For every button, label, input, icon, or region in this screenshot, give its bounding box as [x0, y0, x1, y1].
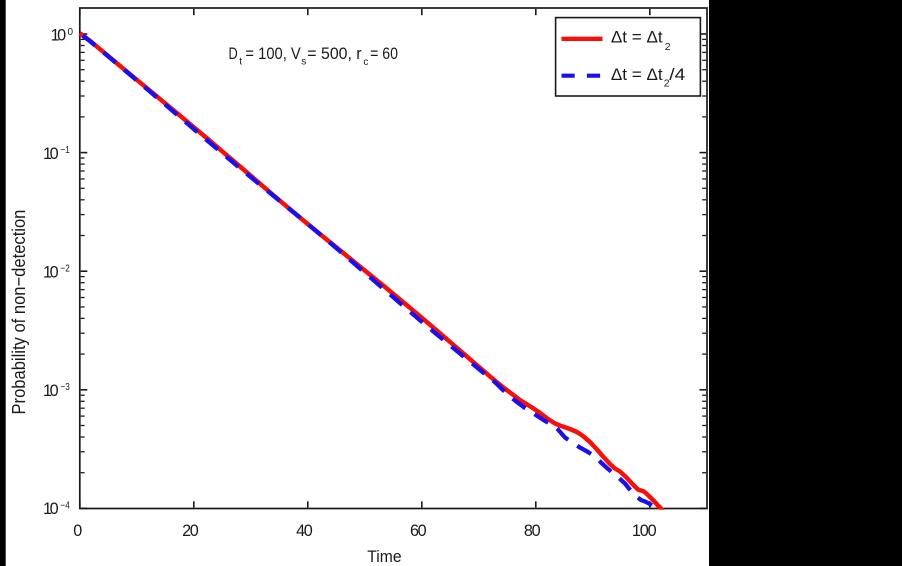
- svg-text:= 500, r: = 500, r: [307, 44, 362, 63]
- svg-text:−1: −1: [60, 145, 70, 156]
- svg-text:= 60: = 60: [370, 44, 398, 63]
- svg-text:−4: −4: [60, 500, 70, 511]
- svg-text:2: 2: [665, 41, 671, 53]
- svg-text:100: 100: [632, 522, 657, 540]
- svg-text:−2: −2: [60, 264, 70, 275]
- svg-text:/4: /4: [669, 66, 685, 84]
- svg-text:0: 0: [68, 27, 74, 38]
- svg-text:80: 80: [524, 522, 541, 540]
- svg-text:Probability of non−detection: Probability of non−detection: [8, 210, 29, 415]
- svg-text:Δt = Δt: Δt = Δt: [611, 66, 663, 84]
- svg-text:= 100, V: = 100, V: [245, 44, 301, 63]
- svg-text:D: D: [229, 44, 238, 63]
- svg-text:40: 40: [296, 522, 313, 540]
- svg-text:10: 10: [43, 145, 59, 163]
- svg-text:10: 10: [43, 382, 59, 400]
- svg-text:t: t: [239, 57, 242, 68]
- svg-text:Time: Time: [367, 547, 401, 566]
- svg-text:2: 2: [664, 78, 670, 90]
- svg-text:10: 10: [43, 263, 59, 281]
- svg-text:s: s: [301, 57, 306, 68]
- svg-text:10: 10: [43, 500, 59, 518]
- svg-text:20: 20: [182, 522, 199, 540]
- svg-text:10: 10: [51, 27, 67, 45]
- svg-text:c: c: [363, 57, 368, 68]
- svg-text:60: 60: [410, 522, 427, 540]
- svg-text:Δt = Δt: Δt = Δt: [611, 29, 663, 47]
- svg-text:0: 0: [73, 522, 82, 540]
- svg-text:−3: −3: [60, 382, 70, 393]
